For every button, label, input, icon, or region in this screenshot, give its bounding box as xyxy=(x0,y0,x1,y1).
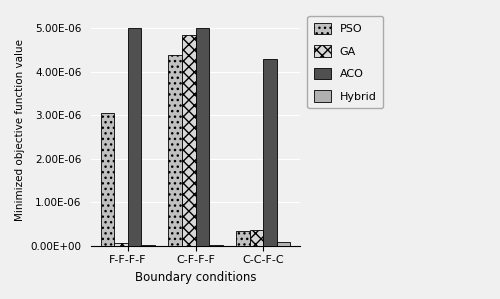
Bar xyxy=(182,36,196,246)
X-axis label: Boundary conditions: Boundary conditions xyxy=(135,271,256,284)
Bar xyxy=(277,242,290,246)
Bar xyxy=(209,245,222,246)
Bar xyxy=(263,59,277,246)
Bar xyxy=(114,243,128,246)
Bar xyxy=(168,55,182,246)
Legend: PSO, GA, ACO, Hybrid: PSO, GA, ACO, Hybrid xyxy=(308,16,383,108)
Bar xyxy=(101,113,114,246)
Y-axis label: Minimized objective function value: Minimized objective function value xyxy=(15,39,25,221)
Bar xyxy=(128,28,141,246)
Bar xyxy=(196,28,209,246)
Bar xyxy=(250,230,263,246)
Bar xyxy=(142,245,155,246)
Bar xyxy=(236,231,250,246)
